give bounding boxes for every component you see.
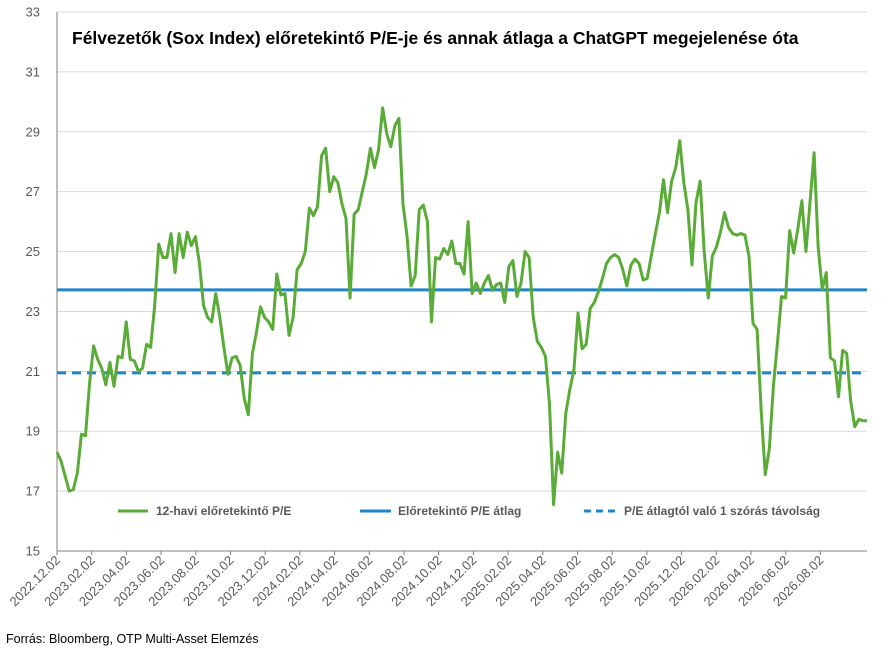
pe-chart: 15 17 19 21 23 25 27 29 31 33 2022.12.022023.02.0… [6,5,867,609]
legend-label-pe: 12-havi előretekintő P/E [156,504,291,518]
legend-label-band: P/E átlagtól való 1 szórás távolság [624,504,820,518]
y-tick-label: 29 [26,124,40,139]
x-axis: 2022.12.022023.02.022023.04.022023.06.02… [6,550,867,609]
y-tick-label: 23 [26,304,40,319]
y-tick-label: 15 [26,544,40,559]
y-tick-label: 17 [26,484,40,499]
y-tick-label: 25 [26,244,40,259]
chart-title: Félvezetők (Sox Index) előretekintő P/E-… [72,28,799,48]
y-tick-label: 33 [26,5,40,20]
y-tick-label: 19 [26,424,40,439]
grid [57,11,867,552]
y-axis: 15 17 19 21 23 25 27 29 31 33 [26,5,58,559]
y-tick-label: 21 [26,364,40,379]
legend-label-mean: Előretekintő P/E átlag [398,504,521,518]
y-tick-label: 31 [26,64,40,79]
plot-lines [55,106,867,507]
pe-series-line [55,106,867,507]
legend: 12-havi előretekintő P/E Előretekintő P/… [118,504,820,518]
source-note: Forrás: Bloomberg, OTP Multi-Asset Elemz… [6,632,259,646]
y-tick-label: 27 [26,184,40,199]
